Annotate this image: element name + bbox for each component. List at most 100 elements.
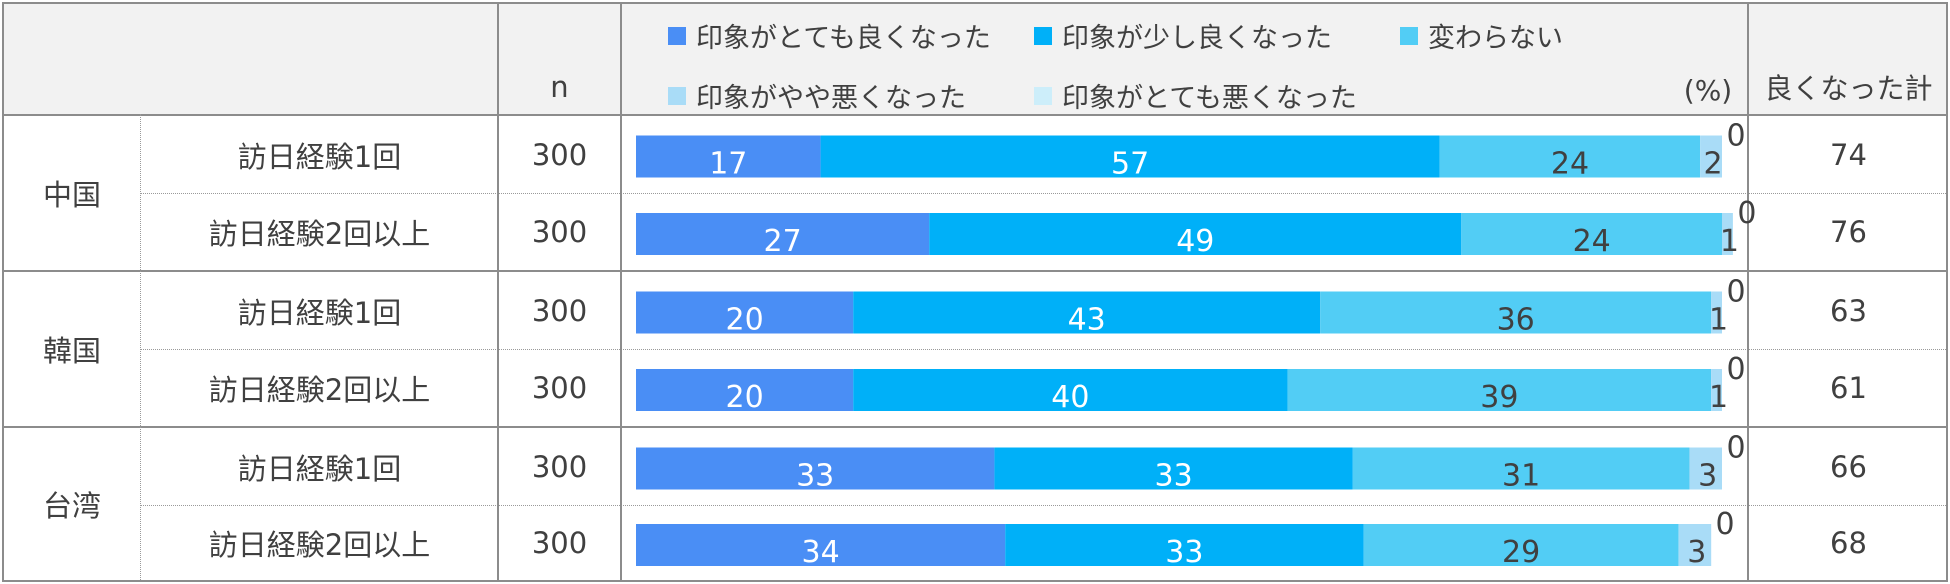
bar-segment	[1439, 135, 1701, 178]
row-sub-label: 訪日経験1回	[237, 139, 402, 174]
data-label: 31	[1502, 459, 1540, 494]
row-n-value: 300	[531, 526, 588, 560]
row-total-value: 66	[1830, 449, 1867, 484]
country-label-korea: 韓国	[42, 334, 101, 368]
unit-label: (%)	[1683, 73, 1733, 107]
bar-segment	[1461, 213, 1722, 255]
bar-segment	[1722, 213, 1733, 255]
data-label: 0	[1726, 431, 1745, 466]
bar-segment	[1678, 524, 1712, 566]
data-label: 1	[1720, 224, 1739, 259]
data-label: 36	[1497, 303, 1535, 338]
legend-label: 印象が少し良くなった	[1062, 23, 1332, 54]
legend-label: 変わらない	[1428, 23, 1563, 54]
total-header: 良くなった計	[1764, 72, 1933, 105]
row-sub-label: 訪日経験2回以上	[208, 217, 431, 251]
data-label: 17	[709, 147, 747, 182]
data-label: 24	[1573, 224, 1611, 259]
legend-label: 印象がとても良くなった	[696, 23, 991, 54]
bar-segment	[1700, 135, 1722, 178]
row-total-value: 63	[1830, 293, 1867, 328]
data-label: 49	[1176, 224, 1214, 259]
data-label: 0	[1716, 507, 1735, 542]
header-background	[2, 2, 1948, 114]
data-label: 1	[1709, 380, 1728, 415]
row-divider	[140, 349, 1948, 350]
n-header: n	[550, 70, 569, 104]
total-column-divider	[1747, 2, 1749, 582]
group-divider	[2, 270, 1948, 272]
row-n-value: 300	[531, 215, 588, 249]
legend-swatch	[668, 86, 686, 105]
legend-label: 印象がとても悪くなった	[1062, 83, 1357, 114]
bar-segment	[1352, 447, 1690, 490]
legend-item-slightly-bad: 印象がやや悪くなった	[668, 76, 966, 115]
legend-label: 印象がやや悪くなった	[696, 83, 966, 114]
data-label: 20	[726, 380, 764, 415]
bar-segment	[1005, 524, 1364, 566]
data-label: 24	[1551, 147, 1589, 182]
data-label: 3	[1698, 459, 1717, 494]
bar-segment	[853, 291, 1321, 334]
data-label: 1	[1709, 303, 1728, 338]
row-n-value: 300	[531, 293, 588, 328]
bar-segment	[636, 369, 854, 411]
data-label: 20	[726, 303, 764, 338]
bar-segment	[1287, 369, 1712, 411]
data-label: 3	[1687, 535, 1706, 570]
legend-swatch	[668, 26, 686, 45]
data-label: 43	[1068, 303, 1106, 338]
legend-swatch	[1400, 26, 1418, 45]
data-label: 33	[796, 459, 834, 494]
row-sub-label: 訪日経験2回以上	[208, 373, 431, 407]
country-column-divider	[140, 114, 141, 582]
row-n-value: 300	[531, 449, 588, 484]
data-label: 57	[1111, 147, 1149, 182]
legend-item-slightly-good: 印象が少し良くなった	[1034, 16, 1332, 55]
group-divider	[2, 426, 1948, 428]
row-total-value: 76	[1830, 215, 1867, 249]
row-sub-label: 訪日経験2回以上	[208, 528, 431, 562]
data-label: 29	[1502, 535, 1540, 570]
row-divider	[140, 193, 1948, 194]
data-label: 33	[1165, 535, 1203, 570]
sub-column-divider	[497, 2, 499, 582]
legend-item-very-good: 印象がとても良くなった	[668, 16, 991, 55]
bar-segment	[1711, 369, 1722, 411]
row-n-value: 300	[531, 371, 588, 405]
data-label: 40	[1051, 380, 1089, 415]
legend-item-unchanged: 変わらない	[1400, 16, 1563, 55]
country-label-taiwan: 台湾	[42, 489, 101, 523]
row-sub-label: 訪日経験1回	[237, 451, 402, 486]
row-n-value: 300	[531, 137, 588, 172]
n-column-divider	[620, 2, 622, 582]
bar-segment	[1689, 447, 1722, 490]
data-label: 39	[1480, 380, 1518, 415]
data-label: 0	[1726, 119, 1745, 154]
row-total-value: 74	[1830, 137, 1867, 172]
bar-segment	[636, 291, 854, 334]
bar-segment	[636, 524, 1006, 566]
bar-segment	[820, 135, 1440, 178]
header-bottom-line	[2, 114, 1948, 116]
data-label: 2	[1704, 147, 1723, 182]
bar-segment	[636, 135, 821, 178]
data-label: 0	[1726, 352, 1745, 387]
legend-swatch	[1034, 86, 1052, 105]
data-label: 27	[764, 224, 802, 259]
bar-segment	[636, 447, 995, 490]
legend-swatch	[1034, 26, 1052, 45]
bar-segment	[1363, 524, 1679, 566]
bar-segment	[1320, 291, 1712, 334]
bar-segment	[1711, 291, 1722, 334]
data-label: 0	[1737, 196, 1756, 231]
row-sub-label: 訪日経験1回	[237, 295, 402, 330]
legend-item-very-bad: 印象がとても悪くなった	[1034, 76, 1357, 115]
bar-segment	[994, 447, 1353, 490]
country-label-china: 中国	[42, 178, 101, 212]
data-label: 0	[1726, 275, 1745, 310]
bar-segment	[853, 369, 1288, 411]
data-label: 34	[802, 535, 840, 570]
